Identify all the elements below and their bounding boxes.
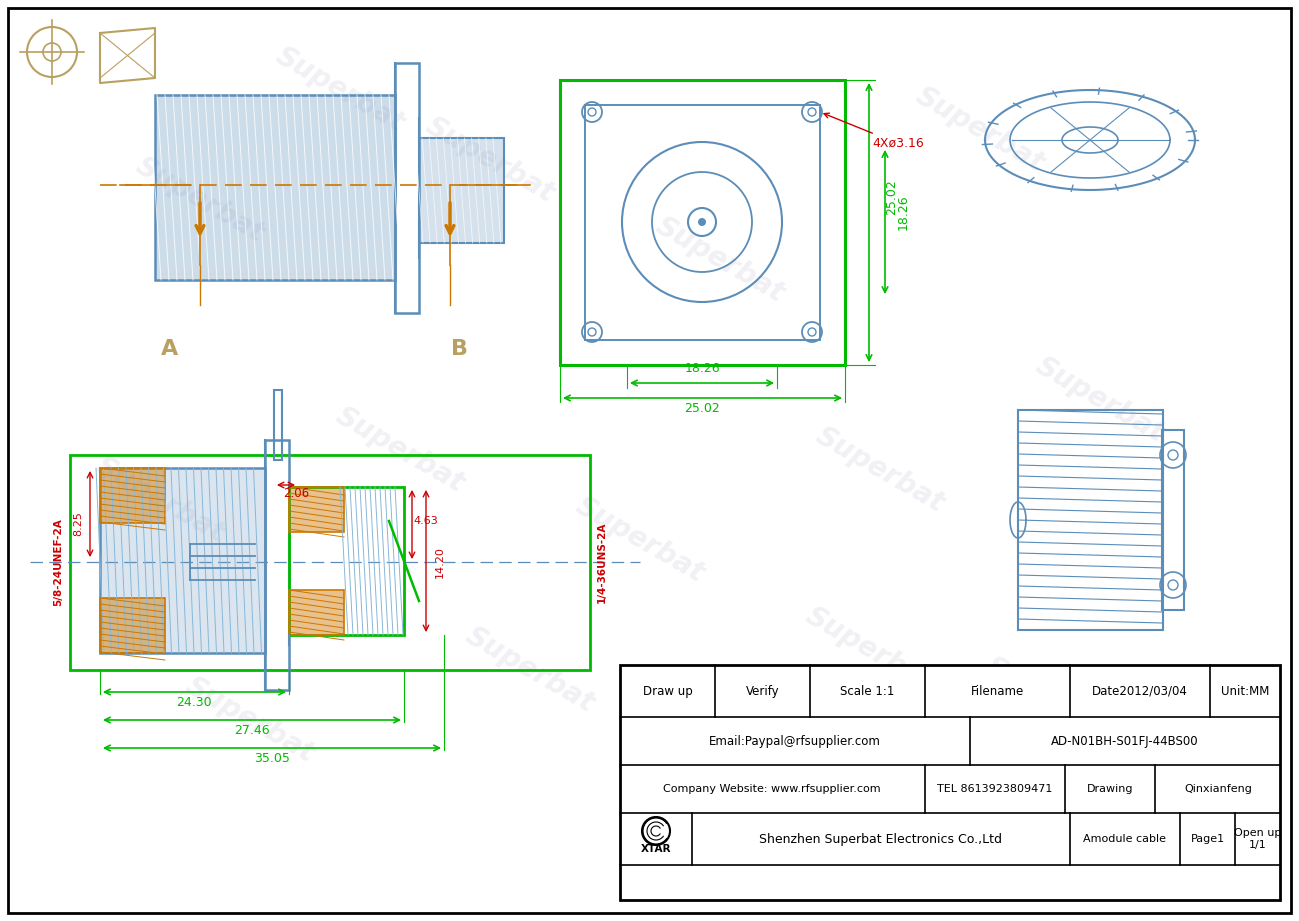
- Bar: [288, 487, 404, 635]
- Text: 18.26: 18.26: [685, 362, 720, 375]
- Bar: [560, 80, 846, 365]
- Text: XTAR: XTAR: [640, 844, 672, 854]
- Text: Unit:MM: Unit:MM: [1221, 684, 1269, 697]
- Bar: [100, 468, 265, 653]
- Bar: [265, 440, 288, 690]
- Text: 25.02: 25.02: [685, 402, 720, 415]
- Text: Superbat: Superbat: [461, 622, 599, 718]
- Text: AD-N01BH-S01FJ-44BS00: AD-N01BH-S01FJ-44BS00: [1051, 735, 1199, 748]
- Text: A: A: [161, 339, 179, 359]
- Text: Superbat: Superbat: [421, 111, 560, 208]
- Bar: [288, 590, 344, 635]
- Text: Qinxianfeng: Qinxianfeng: [1185, 784, 1252, 794]
- Text: Drawing: Drawing: [1087, 784, 1133, 794]
- Text: Open up
1/1: Open up 1/1: [1234, 828, 1281, 850]
- Text: Superbat: Superbat: [181, 672, 320, 768]
- Text: Amodule cable: Amodule cable: [1083, 834, 1167, 844]
- Bar: [395, 63, 420, 313]
- Text: Email:Paypal@rfsupplier.com: Email:Paypal@rfsupplier.com: [709, 735, 881, 748]
- Bar: [100, 468, 165, 523]
- Bar: [70, 455, 590, 670]
- Bar: [155, 95, 395, 280]
- Text: Company Website: www.rfsupplier.com: Company Website: www.rfsupplier.com: [664, 784, 881, 794]
- Text: Superbat: Superbat: [131, 152, 269, 248]
- Text: Filename: Filename: [970, 684, 1024, 697]
- Bar: [100, 468, 265, 653]
- Text: 27.46: 27.46: [234, 724, 270, 737]
- Text: 25.02: 25.02: [885, 179, 898, 215]
- Bar: [288, 487, 344, 532]
- Bar: [100, 468, 165, 523]
- Text: 1/4-36UNS-2A: 1/4-36UNS-2A: [598, 521, 607, 602]
- Bar: [274, 390, 282, 460]
- Text: 35.05: 35.05: [255, 752, 290, 765]
- Text: Superbat: Superbat: [570, 492, 709, 589]
- Bar: [420, 138, 504, 243]
- Bar: [288, 590, 344, 635]
- Text: Scale 1:1: Scale 1:1: [840, 684, 895, 697]
- Text: 2.06: 2.06: [283, 487, 309, 500]
- Text: Superbat: Superbat: [981, 652, 1120, 748]
- Bar: [585, 105, 820, 340]
- Text: 4Xø3.16: 4Xø3.16: [824, 113, 924, 150]
- Text: Date2012/03/04: Date2012/03/04: [1092, 684, 1189, 697]
- Text: Superbat: Superbat: [721, 702, 860, 799]
- Text: 8.25: 8.25: [73, 511, 83, 536]
- Text: Draw up: Draw up: [643, 684, 692, 697]
- Text: 18.26: 18.26: [898, 194, 911, 230]
- Text: Superbat: Superbat: [1030, 352, 1169, 449]
- Text: Superbat: Superbat: [911, 82, 1050, 178]
- Circle shape: [698, 218, 705, 226]
- Bar: [100, 598, 165, 653]
- Text: 5/8-24UNEF-2A: 5/8-24UNEF-2A: [53, 519, 62, 606]
- Bar: [100, 598, 165, 653]
- Text: Shenzhen Superbat Electronics Co.,Ltd: Shenzhen Superbat Electronics Co.,Ltd: [760, 833, 1003, 845]
- Bar: [288, 487, 344, 532]
- Bar: [420, 138, 504, 243]
- Text: 24.30: 24.30: [177, 696, 212, 709]
- Text: Superbat: Superbat: [91, 452, 230, 548]
- Text: TEL 8613923809471: TEL 8613923809471: [938, 784, 1052, 794]
- Text: Superbat: Superbat: [331, 402, 469, 498]
- Text: Superbat: Superbat: [800, 602, 939, 698]
- Bar: [1163, 430, 1183, 610]
- Text: 4.63: 4.63: [413, 516, 438, 526]
- Bar: [155, 95, 395, 280]
- Bar: [620, 665, 1280, 900]
- Text: Verify: Verify: [746, 684, 779, 697]
- Text: B: B: [452, 339, 469, 359]
- Text: Page1: Page1: [1190, 834, 1225, 844]
- Text: Superbat: Superbat: [270, 41, 409, 138]
- Text: Superbat: Superbat: [651, 212, 790, 309]
- Text: 14.20: 14.20: [435, 546, 446, 578]
- Text: Superbat: Superbat: [811, 422, 950, 519]
- Bar: [1018, 410, 1163, 630]
